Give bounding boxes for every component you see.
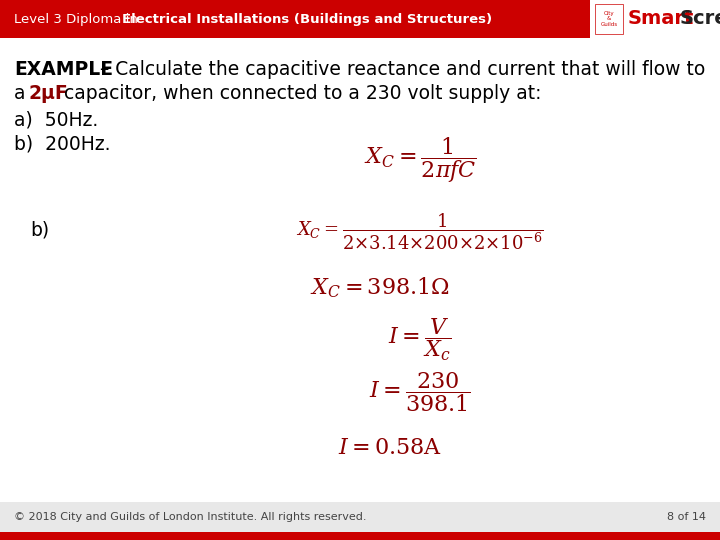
Text: $X_C = \dfrac{1}{2{\times}3.14{\times}200{\times}2{\times}10^{-6}}$: $X_C = \dfrac{1}{2{\times}3.14{\times}20… [296,212,544,252]
Bar [0,0,720,38]
Text: Level 3 Diploma in: Level 3 Diploma in [14,12,142,25]
Bar [0,532,720,540]
Text: $I = \dfrac{230}{398.1}$: $I = \dfrac{230}{398.1}$ [369,370,471,414]
Text: $I = 0.58\mathrm{A}$: $I = 0.58\mathrm{A}$ [338,438,442,458]
Bar [595,4,623,34]
Text: 8 of 14: 8 of 14 [667,512,706,522]
Text: b)  200Hz.: b) 200Hz. [14,134,110,153]
Text: Electrical Installations (Buildings and Structures): Electrical Installations (Buildings and … [122,12,492,25]
Text: $X_C = \dfrac{1}{2\pi fC}$: $X_C = \dfrac{1}{2\pi fC}$ [364,135,477,185]
Text: b): b) [30,220,49,240]
Bar [590,0,720,38]
Text: a: a [14,84,32,103]
Text: capacitor, when connected to a 230 volt supply at:: capacitor, when connected to a 230 volt … [58,84,541,103]
Text: Screen: Screen [680,10,720,29]
Text: Smart: Smart [628,10,694,29]
Text: 2μF: 2μF [28,84,68,103]
Text: City
&
Guilds: City & Guilds [600,11,618,27]
Bar [0,502,720,540]
Text: © 2018 City and Guilds of London Institute. All rights reserved.: © 2018 City and Guilds of London Institu… [14,512,366,522]
Text: a)  50Hz.: a) 50Hz. [14,110,98,129]
Text: $X_C{=}398.1\Omega$: $X_C{=}398.1\Omega$ [310,276,450,300]
Text: EXAMPLE: EXAMPLE [14,60,113,79]
Text: $I = \dfrac{V}{X_c}$: $I = \dfrac{V}{X_c}$ [388,317,451,363]
Text: – Calculate the capacitive reactance and current that will flow to: – Calculate the capacitive reactance and… [94,60,706,79]
